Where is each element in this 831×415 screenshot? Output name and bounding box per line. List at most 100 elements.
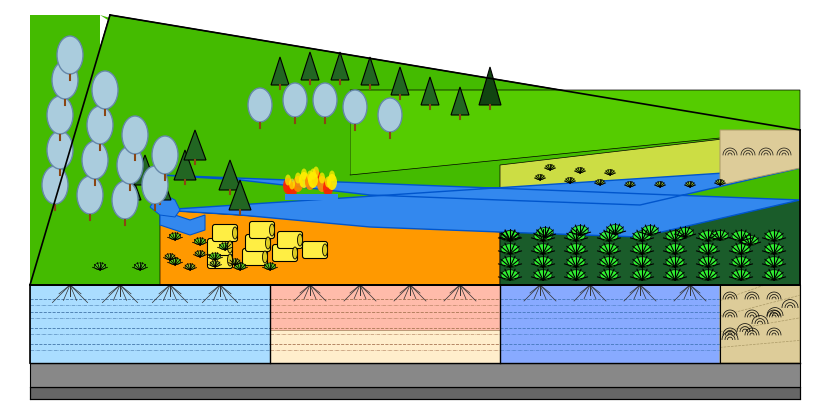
- Ellipse shape: [666, 257, 684, 268]
- Ellipse shape: [633, 231, 651, 242]
- Ellipse shape: [596, 180, 604, 185]
- Ellipse shape: [117, 146, 143, 184]
- Ellipse shape: [210, 261, 220, 267]
- Ellipse shape: [607, 225, 623, 234]
- Ellipse shape: [378, 98, 402, 132]
- Polygon shape: [361, 57, 379, 85]
- Ellipse shape: [77, 176, 103, 214]
- Ellipse shape: [666, 231, 684, 242]
- Ellipse shape: [765, 231, 783, 242]
- Ellipse shape: [322, 244, 327, 256]
- Ellipse shape: [194, 238, 205, 245]
- Polygon shape: [720, 130, 800, 185]
- Ellipse shape: [308, 172, 318, 188]
- Ellipse shape: [765, 257, 783, 268]
- Ellipse shape: [566, 178, 574, 183]
- Ellipse shape: [135, 263, 145, 270]
- Ellipse shape: [263, 251, 268, 263]
- Ellipse shape: [42, 166, 68, 204]
- Ellipse shape: [732, 257, 750, 268]
- Polygon shape: [301, 52, 319, 80]
- Polygon shape: [451, 87, 469, 115]
- Ellipse shape: [501, 231, 519, 242]
- Ellipse shape: [305, 174, 315, 190]
- Polygon shape: [160, 210, 500, 285]
- Ellipse shape: [765, 270, 783, 281]
- Ellipse shape: [228, 241, 233, 253]
- Polygon shape: [30, 285, 270, 363]
- Ellipse shape: [310, 168, 316, 180]
- Ellipse shape: [537, 228, 553, 237]
- Polygon shape: [184, 130, 206, 160]
- Polygon shape: [350, 90, 800, 175]
- FancyBboxPatch shape: [213, 225, 238, 242]
- Ellipse shape: [283, 178, 293, 194]
- Polygon shape: [219, 160, 241, 190]
- Polygon shape: [30, 15, 800, 285]
- Polygon shape: [500, 200, 800, 285]
- Polygon shape: [285, 194, 338, 200]
- Ellipse shape: [230, 259, 240, 265]
- Ellipse shape: [185, 264, 195, 270]
- FancyBboxPatch shape: [208, 251, 233, 269]
- Ellipse shape: [170, 258, 180, 265]
- Ellipse shape: [742, 236, 758, 246]
- Polygon shape: [500, 130, 800, 200]
- Ellipse shape: [501, 270, 519, 281]
- Polygon shape: [30, 15, 270, 285]
- Ellipse shape: [633, 257, 651, 268]
- Ellipse shape: [534, 231, 552, 242]
- Ellipse shape: [195, 251, 205, 257]
- Polygon shape: [479, 67, 501, 105]
- Ellipse shape: [676, 228, 693, 237]
- Polygon shape: [100, 15, 350, 175]
- Ellipse shape: [686, 182, 694, 187]
- Ellipse shape: [285, 174, 291, 186]
- Ellipse shape: [95, 263, 106, 270]
- Polygon shape: [270, 285, 500, 330]
- Ellipse shape: [92, 71, 118, 109]
- Polygon shape: [134, 155, 156, 185]
- Ellipse shape: [329, 171, 335, 181]
- Polygon shape: [500, 285, 720, 363]
- Ellipse shape: [343, 90, 367, 124]
- Ellipse shape: [732, 244, 750, 254]
- Ellipse shape: [765, 244, 783, 254]
- Polygon shape: [30, 363, 800, 387]
- Ellipse shape: [732, 270, 750, 281]
- Ellipse shape: [501, 257, 519, 268]
- Polygon shape: [271, 57, 289, 85]
- Ellipse shape: [699, 231, 717, 242]
- Ellipse shape: [626, 182, 634, 187]
- Ellipse shape: [209, 253, 220, 260]
- Ellipse shape: [567, 244, 585, 254]
- Ellipse shape: [82, 141, 108, 179]
- Polygon shape: [331, 52, 349, 80]
- Ellipse shape: [293, 176, 303, 192]
- Polygon shape: [720, 250, 800, 363]
- Ellipse shape: [313, 83, 337, 117]
- Ellipse shape: [534, 244, 552, 254]
- Ellipse shape: [642, 226, 658, 236]
- Ellipse shape: [501, 244, 519, 254]
- Ellipse shape: [313, 166, 319, 178]
- FancyBboxPatch shape: [249, 222, 274, 239]
- Ellipse shape: [299, 172, 309, 188]
- Ellipse shape: [297, 234, 302, 246]
- Ellipse shape: [600, 270, 618, 281]
- Polygon shape: [149, 170, 171, 200]
- Ellipse shape: [47, 131, 73, 169]
- Ellipse shape: [287, 182, 297, 198]
- Ellipse shape: [52, 61, 78, 99]
- Polygon shape: [160, 210, 205, 235]
- FancyBboxPatch shape: [302, 242, 327, 259]
- Ellipse shape: [633, 244, 651, 254]
- Polygon shape: [229, 180, 251, 210]
- Ellipse shape: [122, 116, 148, 154]
- Ellipse shape: [606, 170, 614, 175]
- Ellipse shape: [289, 178, 295, 190]
- Ellipse shape: [711, 231, 728, 241]
- Ellipse shape: [165, 254, 175, 260]
- Polygon shape: [174, 150, 196, 180]
- Ellipse shape: [633, 270, 651, 281]
